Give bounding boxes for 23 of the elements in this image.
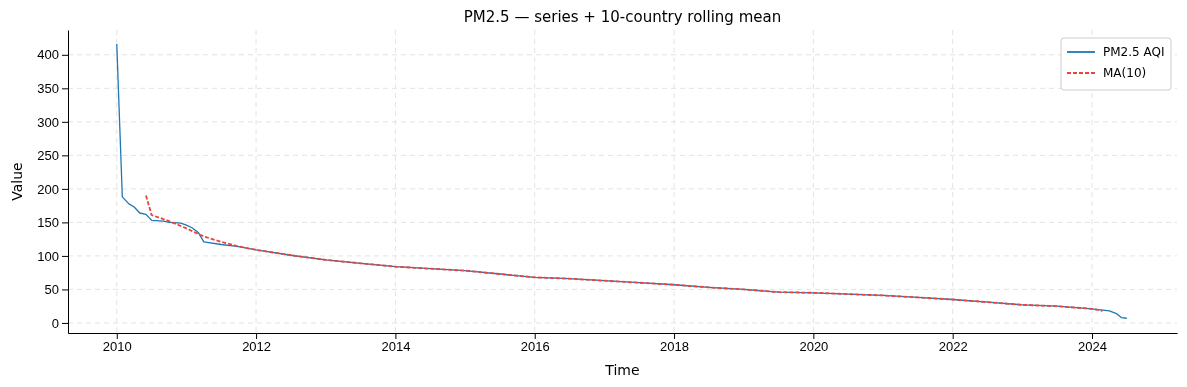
y-axis-title: Value	[9, 162, 25, 201]
y-tick-label: 150	[37, 215, 59, 231]
y-tick-label: 50	[44, 282, 59, 298]
y-tick-label: 400	[37, 47, 59, 63]
y-tick-label: 350	[37, 80, 59, 96]
y-tick-label: 0	[51, 315, 59, 331]
x-tick-label: 2014	[381, 339, 411, 355]
x-tick-label: 2018	[660, 339, 690, 355]
x-tick-label: 2010	[102, 339, 132, 355]
x-tick-label: 2022	[938, 339, 968, 355]
legend-label: MA(10)	[1103, 66, 1147, 80]
x-tick-label: 2016	[520, 339, 550, 355]
legend-label: PM2.5 AQI	[1103, 45, 1165, 59]
chart-title: PM2.5 — series + 10-country rolling mean	[463, 8, 782, 26]
y-tick-label: 250	[37, 148, 59, 164]
line-series	[145, 194, 1104, 312]
x-tick-label: 2024	[1078, 339, 1107, 355]
x-axis-title: Time	[604, 362, 640, 378]
x-tick-label: 2020	[799, 339, 829, 355]
y-tick-label: 100	[37, 248, 59, 264]
x-tick-label: 2012	[242, 339, 272, 355]
y-tick-label: 200	[37, 181, 59, 197]
y-tick-label: 300	[37, 114, 59, 130]
